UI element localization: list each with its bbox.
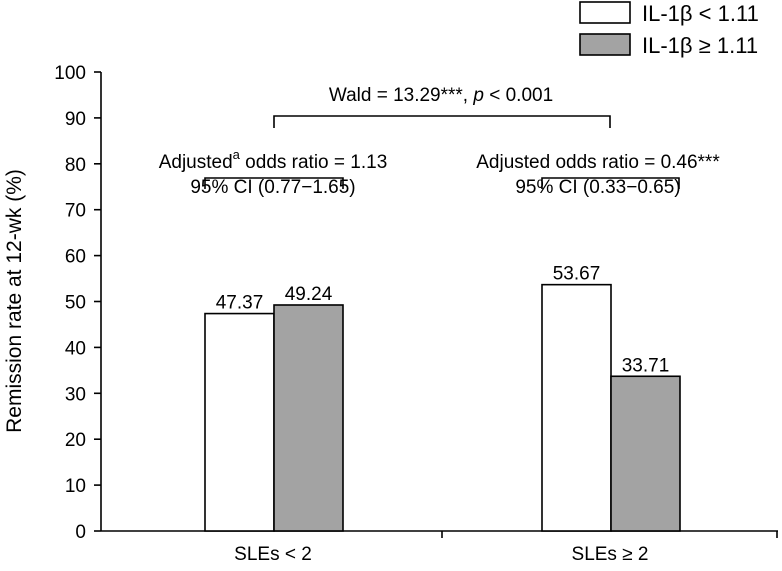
group2-bracket (541, 177, 680, 189)
group1-ci: 95% CI (0.77−1.65) (190, 177, 355, 198)
data-label-sles-ge2-il1b-low: 53.67 (553, 264, 601, 285)
group1-odds-ratio: Adjusteda odds ratio = 1.13 (159, 147, 388, 173)
y-tick-label: 20 (65, 430, 86, 451)
group2-ci: 95% CI (0.33−0.65) (515, 177, 680, 198)
y-tick-label: 40 (65, 338, 86, 359)
y-tick-label: 100 (54, 63, 86, 84)
group2-odds-ratio: Adjusted odds ratio = 0.46*** (476, 152, 720, 173)
y-ticks: 0 10 20 30 40 50 60 70 80 90 100 (54, 63, 101, 543)
category-label-sles-ge2: SLEs ≥ 2 (572, 544, 649, 565)
bar-sles-lt2-il1b-low (204, 312, 275, 532)
legend-swatch-il1b-high (579, 33, 631, 56)
y-axis-title: Remission rate at 12-wk (%) (3, 169, 26, 433)
legend-label-il1b-low: IL-1β < 1.11 (642, 1, 759, 26)
y-tick-label: 10 (65, 476, 86, 497)
data-label-sles-ge2-il1b-high: 33.71 (622, 355, 670, 376)
data-label-sles-lt2-il1b-high: 49.24 (285, 284, 333, 305)
y-tick-label: 0 (75, 522, 86, 543)
bar-sles-ge2-il1b-low (541, 283, 612, 532)
y-tick-label: 60 (65, 247, 86, 268)
y-tick-label: 80 (65, 155, 86, 176)
legend-label-il1b-high: IL-1β ≥ 1.11 (642, 33, 758, 58)
y-tick-label: 90 (65, 109, 86, 130)
bar-sles-ge2-il1b-high (610, 375, 681, 532)
legend-swatch-il1b-low (579, 1, 631, 24)
wald-annotation: Wald = 13.29***, p < 0.001 (329, 85, 553, 106)
data-label-sles-lt2-il1b-low: 47.37 (216, 293, 264, 314)
legend: IL-1β < 1.11 IL-1β ≥ 1.11 (579, 1, 759, 58)
y-tick-label: 50 (65, 293, 86, 314)
y-tick-label: 70 (65, 201, 86, 222)
group1-bracket (204, 177, 344, 189)
category-label-sles-lt2: SLEs < 2 (234, 544, 312, 565)
bars (204, 283, 681, 532)
y-tick-label: 30 (65, 384, 86, 405)
bar-sles-lt2-il1b-high (273, 304, 344, 532)
wald-bracket (273, 115, 611, 128)
